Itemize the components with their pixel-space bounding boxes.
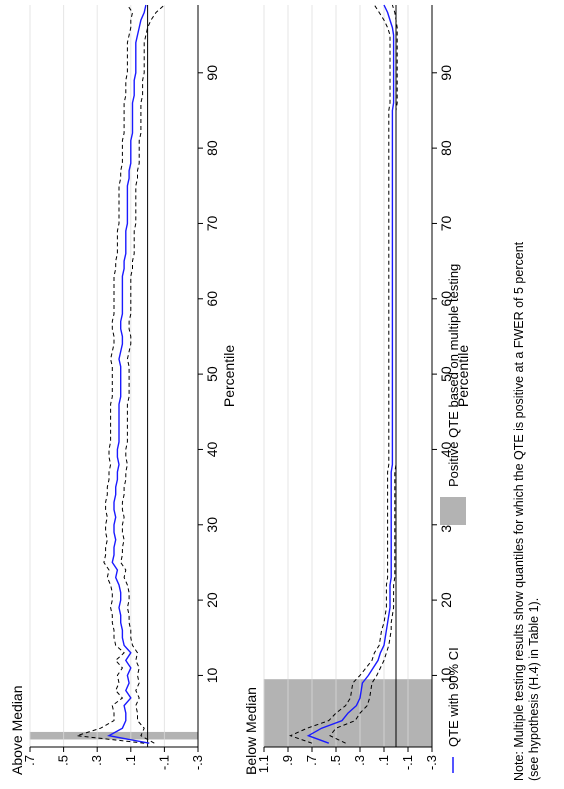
legend-line-label: QTE with 90% CI bbox=[446, 647, 461, 747]
x-tick-label: 80 bbox=[438, 140, 454, 156]
x-tick-label: 40 bbox=[204, 441, 220, 457]
ci-lower-line bbox=[120, 4, 165, 744]
ci-upper-line bbox=[76, 4, 145, 744]
qte-line bbox=[306, 4, 395, 744]
y-tick-label: .5 bbox=[56, 755, 71, 766]
qte-line bbox=[106, 4, 150, 744]
y-tick-label: -.3 bbox=[424, 755, 439, 770]
x-tick-label: 50 bbox=[204, 366, 220, 382]
y-tick-label: .1 bbox=[123, 755, 138, 766]
x-axis-title: Percentile bbox=[455, 345, 471, 407]
panel-title: Below Median bbox=[243, 687, 259, 775]
x-tick-label: 10 bbox=[438, 667, 454, 683]
x-tick-label: 60 bbox=[204, 291, 220, 307]
panel-above-median: Above Median -.3 -.1 .1 .3 .5 .7 10 20 30 40 50 60 7… bbox=[9, 4, 237, 775]
note-line-2: (see hypothesis (H.4) in Table 1). bbox=[527, 598, 541, 781]
legend-band-swatch bbox=[440, 497, 466, 525]
ci-upper-line bbox=[289, 4, 391, 744]
x-tick-label: 60 bbox=[438, 291, 454, 307]
y-tick-label: .9 bbox=[280, 755, 295, 766]
y-tick-label: .1 bbox=[376, 755, 391, 766]
y-tick-label: .3 bbox=[89, 755, 104, 766]
x-tick-label: 90 bbox=[204, 65, 220, 81]
ci-lower-line bbox=[329, 4, 398, 744]
x-tick-label: 20 bbox=[204, 592, 220, 608]
x-tick-label: 50 bbox=[438, 366, 454, 382]
x-tick-label: 90 bbox=[438, 65, 454, 81]
x-tick-label: 40 bbox=[438, 441, 454, 457]
panel-title: Above Median bbox=[9, 685, 25, 775]
x-tick-label: 80 bbox=[204, 140, 220, 156]
y-tick-label: .5 bbox=[328, 755, 343, 766]
x-axis-title: Percentile bbox=[221, 345, 237, 407]
legend-band-label: Positive QTE based on multiple testing bbox=[446, 264, 461, 487]
x-tick-label: 70 bbox=[204, 215, 220, 231]
y-tick-label: -.1 bbox=[156, 755, 171, 770]
positive-qte-band bbox=[30, 731, 198, 740]
y-tick-label: 1.1 bbox=[256, 755, 271, 773]
figure-note: Note: Multiple testing results show quan… bbox=[512, 241, 541, 781]
y-tick-label: .7 bbox=[22, 755, 37, 766]
x-tick-label: 10 bbox=[204, 667, 220, 683]
panel-below-median: Below Median -.3-.1.1.3.5.7.91.110203040… bbox=[243, 4, 471, 775]
note-line-1: Note: Multiple testing results show quan… bbox=[512, 241, 526, 781]
y-tick-label: .7 bbox=[304, 755, 319, 766]
legend: QTE with 90% CI Positive QTE based on mu… bbox=[440, 264, 466, 773]
x-tick-label: 20 bbox=[438, 592, 454, 608]
y-tick-label: .3 bbox=[352, 755, 367, 766]
x-tick-label: 70 bbox=[438, 215, 454, 231]
y-tick-label: -.3 bbox=[190, 755, 205, 770]
x-tick-label: 30 bbox=[204, 517, 220, 533]
y-tick-label: -.1 bbox=[400, 755, 415, 770]
